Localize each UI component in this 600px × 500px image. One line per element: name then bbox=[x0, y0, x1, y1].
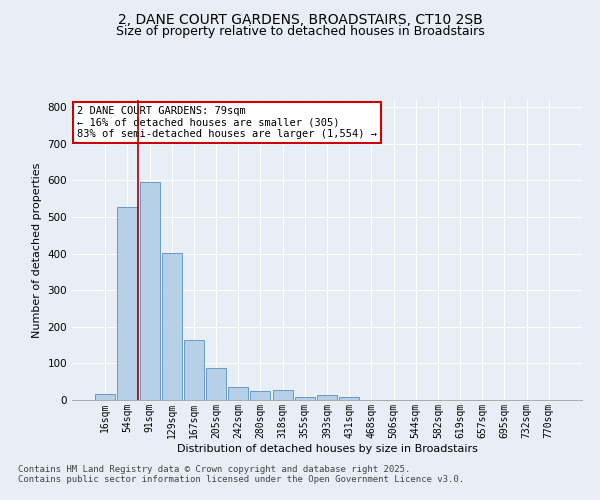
Text: Size of property relative to detached houses in Broadstairs: Size of property relative to detached ho… bbox=[116, 25, 484, 38]
Text: 2, DANE COURT GARDENS, BROADSTAIRS, CT10 2SB: 2, DANE COURT GARDENS, BROADSTAIRS, CT10… bbox=[118, 12, 482, 26]
Bar bbox=[206, 368, 226, 400]
Bar bbox=[140, 182, 160, 400]
Y-axis label: Number of detached properties: Number of detached properties bbox=[32, 162, 42, 338]
Bar bbox=[118, 207, 137, 400]
Bar bbox=[339, 398, 359, 400]
X-axis label: Distribution of detached houses by size in Broadstairs: Distribution of detached houses by size … bbox=[176, 444, 478, 454]
Bar bbox=[295, 397, 315, 400]
Bar bbox=[228, 387, 248, 400]
Text: 2 DANE COURT GARDENS: 79sqm
← 16% of detached houses are smaller (305)
83% of se: 2 DANE COURT GARDENS: 79sqm ← 16% of det… bbox=[77, 106, 377, 139]
Bar bbox=[162, 252, 182, 400]
Bar bbox=[95, 394, 115, 400]
Bar bbox=[272, 390, 293, 400]
Bar bbox=[250, 391, 271, 400]
Bar bbox=[317, 394, 337, 400]
Bar bbox=[184, 340, 204, 400]
Text: Contains HM Land Registry data © Crown copyright and database right 2025.
Contai: Contains HM Land Registry data © Crown c… bbox=[18, 465, 464, 484]
